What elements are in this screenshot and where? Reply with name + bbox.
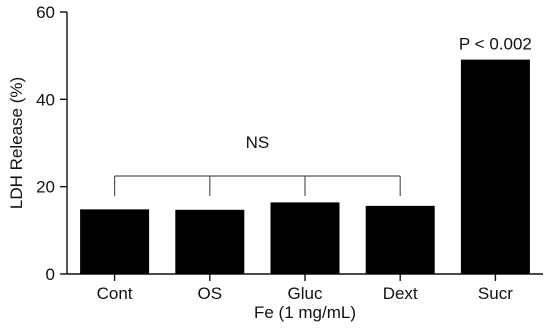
y-tick-label: 40 bbox=[36, 90, 55, 109]
x-axis-title: Fe (1 mg/mL) bbox=[254, 303, 356, 322]
ns-annotation: NS bbox=[246, 133, 270, 152]
bar-sucr bbox=[460, 59, 530, 275]
y-tick-label: 20 bbox=[36, 178, 55, 197]
bar-cont bbox=[80, 209, 150, 274]
y-tick-label: 60 bbox=[36, 3, 55, 22]
bar-dext bbox=[365, 205, 435, 274]
x-tick-label: Gluc bbox=[288, 284, 323, 303]
y-axis-title: LDH Release (%) bbox=[7, 77, 26, 209]
significance-bracket bbox=[113, 175, 401, 196]
x-tick-label: OS bbox=[198, 284, 223, 303]
p-value-annotation: P < 0.002 bbox=[459, 35, 532, 54]
x-tick-label: Dext bbox=[383, 284, 418, 303]
bar-os bbox=[175, 209, 245, 274]
x-tick-label: Sucr bbox=[478, 284, 513, 303]
x-tick-label: Cont bbox=[97, 284, 133, 303]
y-ticks: 0 20 40 60 bbox=[36, 3, 67, 284]
y-tick-label: 0 bbox=[46, 265, 55, 284]
x-ticks: Cont OS Gluc Dext Sucr bbox=[97, 274, 513, 303]
bar-gluc bbox=[270, 202, 340, 274]
bars bbox=[80, 59, 530, 275]
